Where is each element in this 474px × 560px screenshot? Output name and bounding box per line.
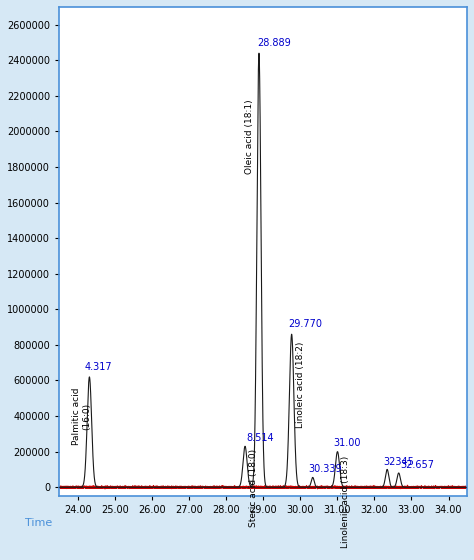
Text: Linolenic acid (18:3): Linolenic acid (18:3) [341, 456, 350, 548]
Text: 4.317: 4.317 [85, 362, 112, 372]
Text: Steric acid (18:0): Steric acid (18:0) [249, 449, 258, 527]
Text: 30.339: 30.339 [308, 464, 342, 474]
Text: Linoleic acid (18:2): Linoleic acid (18:2) [296, 342, 305, 428]
Text: 28.889: 28.889 [257, 38, 291, 48]
Text: 31.00: 31.00 [334, 438, 361, 448]
X-axis label: Time: Time [25, 518, 52, 528]
Text: 32345: 32345 [383, 457, 414, 466]
Text: 29.770: 29.770 [288, 319, 322, 329]
Text: 8.514: 8.514 [246, 433, 274, 443]
Text: Oleic acid (18:1): Oleic acid (18:1) [245, 100, 254, 174]
Text: Palmitic acid
(16:0): Palmitic acid (16:0) [72, 388, 91, 445]
Text: 32.657: 32.657 [400, 460, 434, 470]
